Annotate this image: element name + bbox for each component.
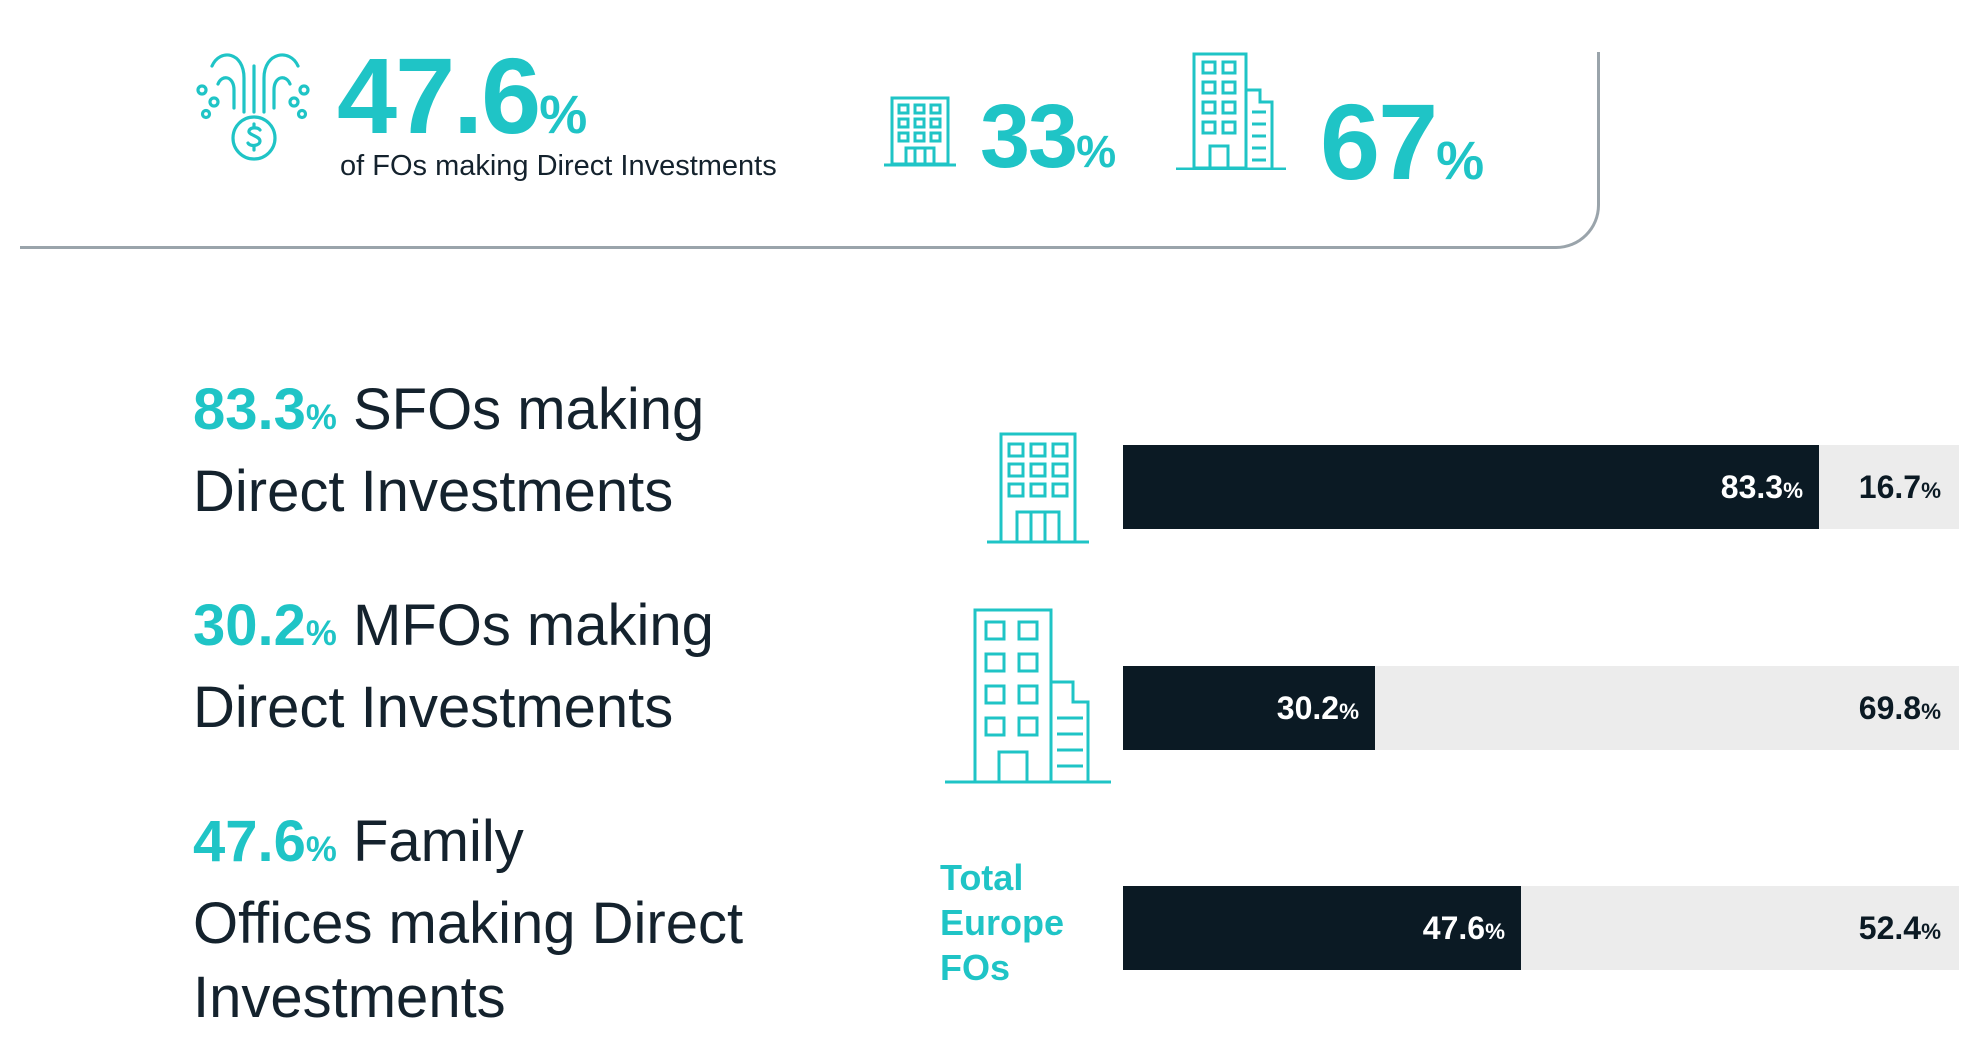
headline-caption: of FOs making Direct Investments [340,150,777,182]
sfo-stat-value: 83.3 [193,377,306,442]
summary-card [0,0,1600,249]
total-stat-text: 47.6% Family Offices making Direct Inves… [193,809,744,1030]
bar-label-mfo-direct: 30.2% [1276,690,1359,726]
total-europe-label: Total Europe FOs [940,857,1065,988]
small-building-icon [985,430,1091,544]
bar-label-sfo-direct: 83.3% [1720,469,1803,505]
mfo-stat-text: 30.2% MFOs making Direct Investments [193,593,714,740]
bar-track-mfo: 30.2% 69.8% [1123,666,1959,750]
mfo-stat-value: 30.2 [193,593,306,658]
bar-track-sfo: 83.3% 16.7% [1123,445,1959,529]
bar-label-total-other: 52.4% [1858,910,1941,946]
bar-mfo-direct [1123,666,1375,750]
card-left-mask [0,0,20,260]
small-building-icon [884,94,956,168]
bar-label-total-direct: 47.6% [1422,910,1505,946]
money-fountain-icon [192,38,318,164]
sfo-share-value: 33% [980,87,1117,187]
bar-sfo-direct [1123,445,1819,529]
card-top-mask [0,0,1600,52]
mfo-share-value: 67% [1320,81,1485,202]
bar-label-mfo-other: 69.8% [1858,690,1941,726]
total-stat-value: 47.6 [193,809,306,874]
tall-building-icon [943,606,1113,784]
sfo-stat-text: 83.3% SFOs making Direct Investments [193,377,705,524]
bar-total-direct [1123,886,1521,970]
bar-track-total: 47.6% 52.4% [1123,886,1959,970]
bar-label-sfo-other: 16.7% [1858,469,1941,505]
headline-value: 47.6% [337,35,588,156]
tall-building-icon [1176,50,1286,170]
